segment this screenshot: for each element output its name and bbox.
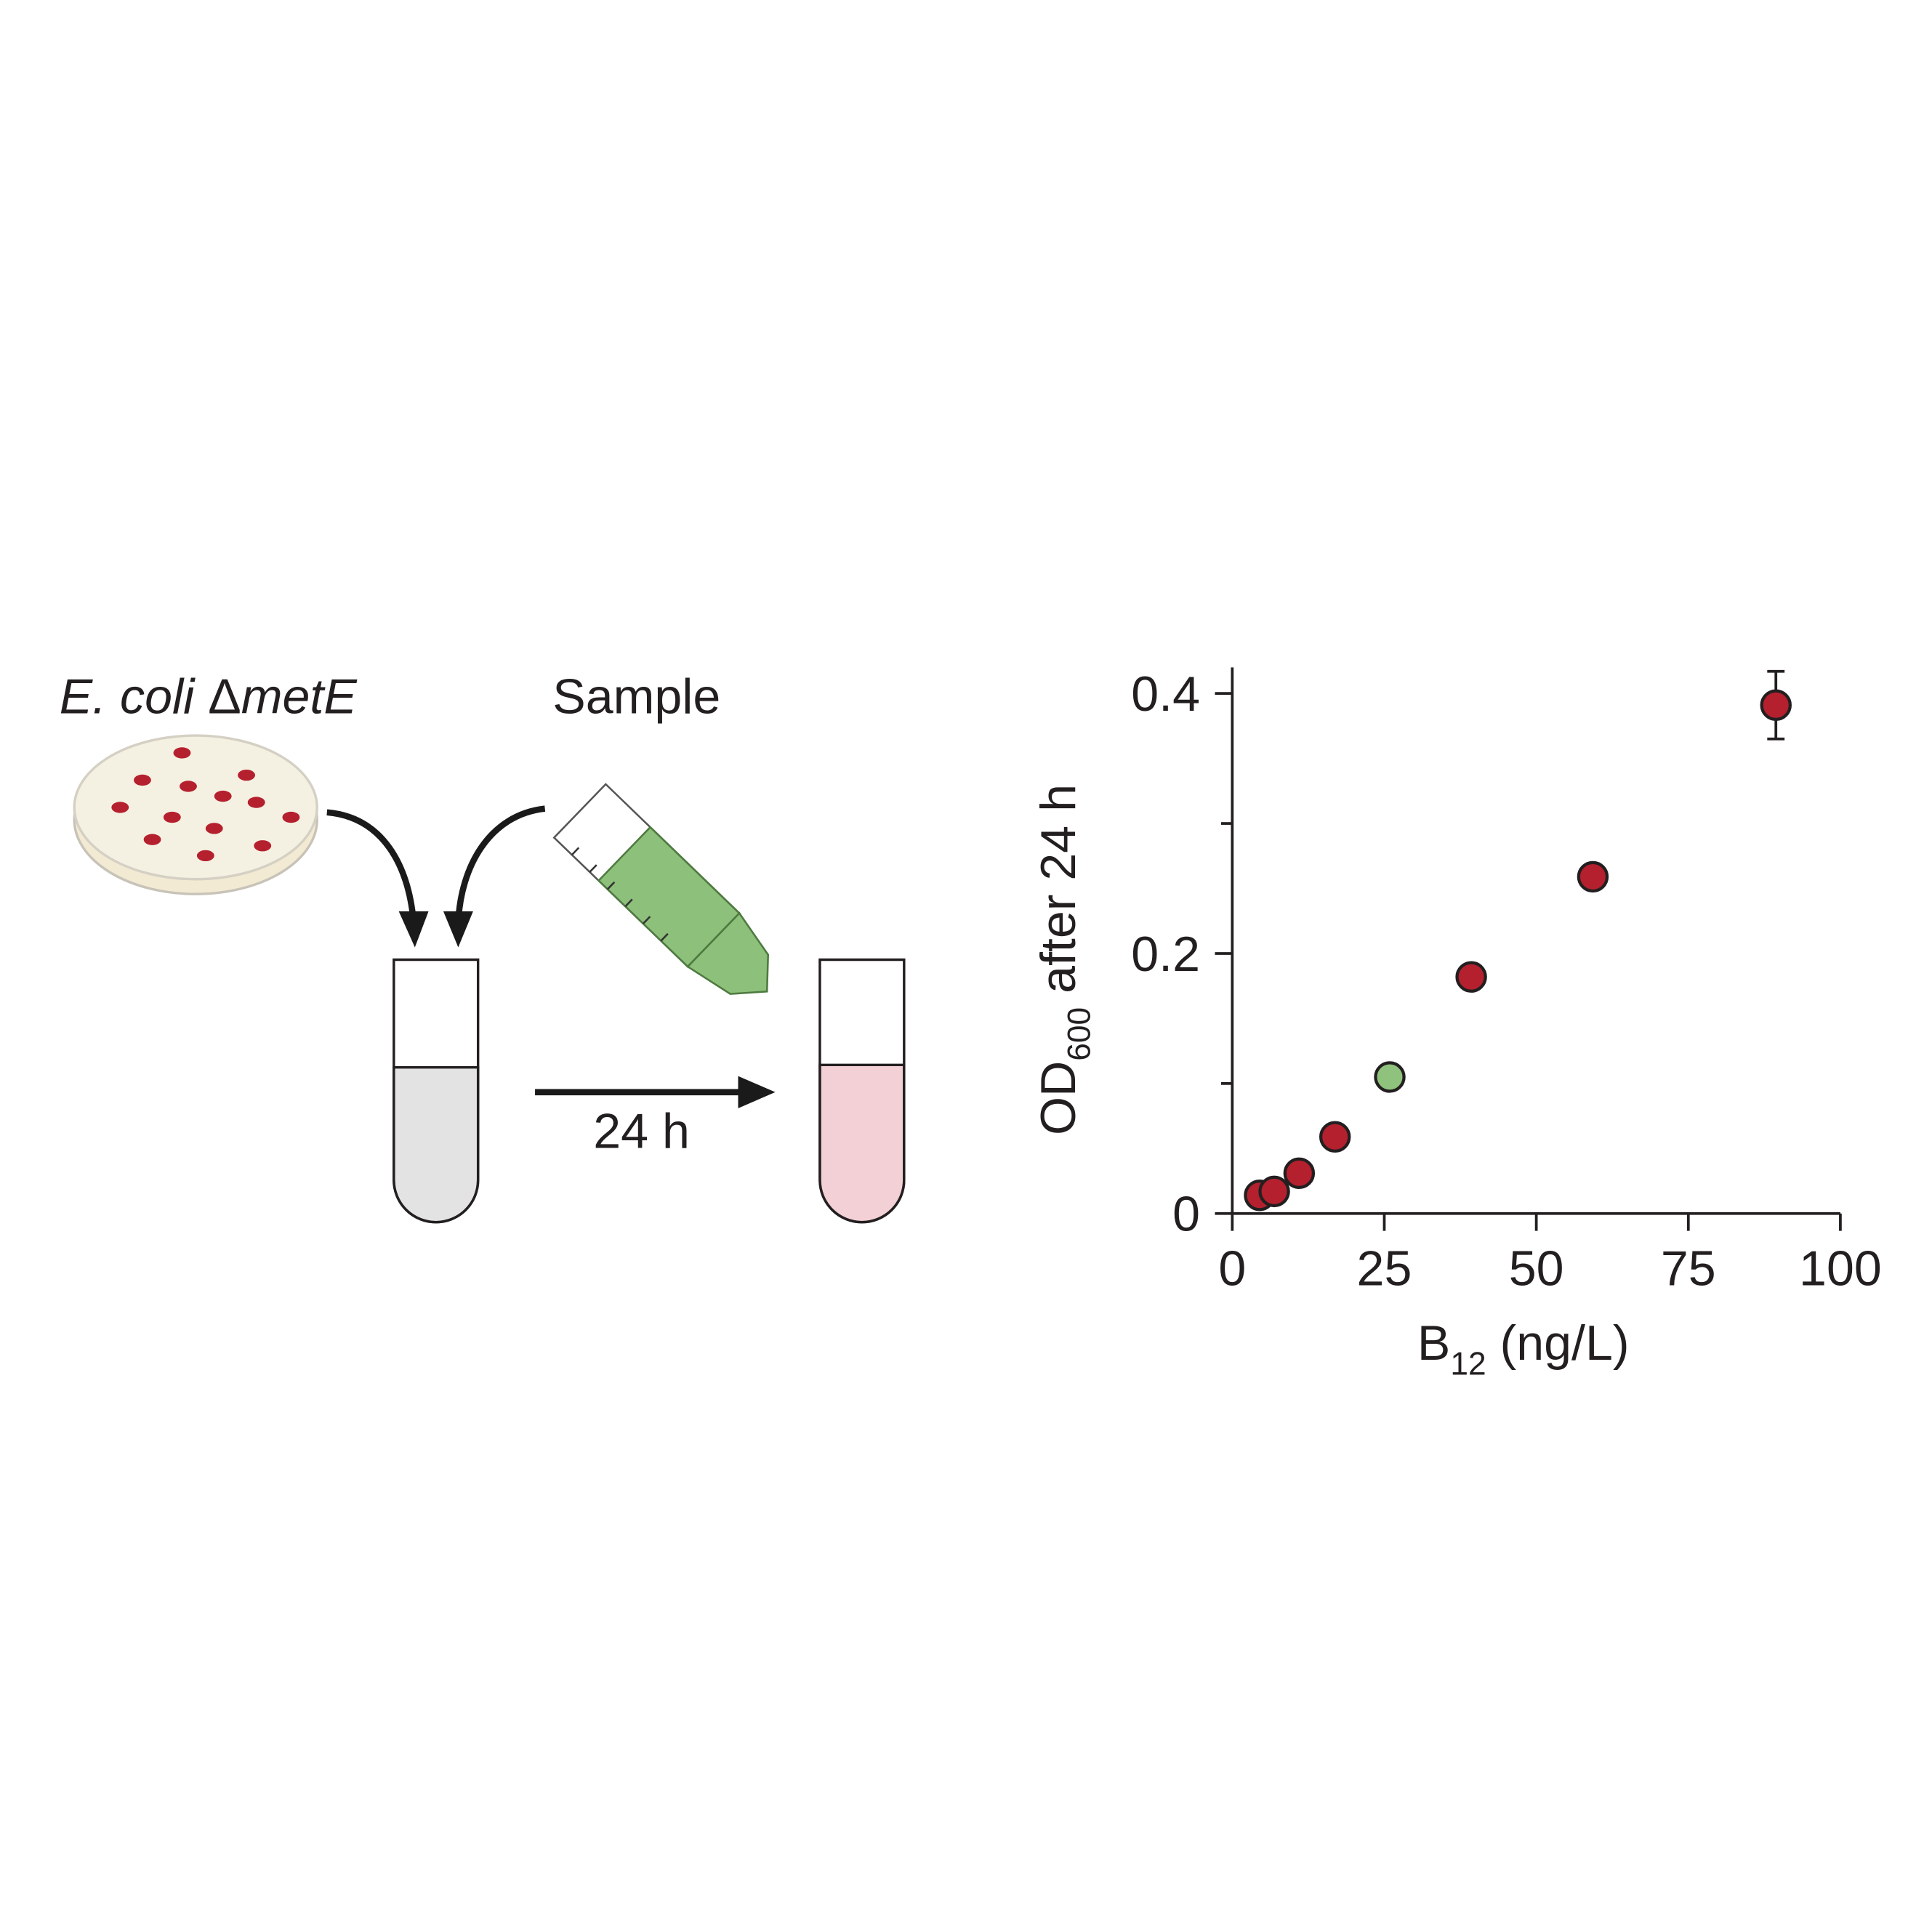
tube-graduations (571, 847, 669, 942)
colony (180, 781, 197, 792)
petri-dish (73, 734, 318, 895)
colony (282, 811, 300, 823)
y-axis-label: OD600 after 24 h (1031, 784, 1097, 1135)
colony (134, 774, 151, 786)
x-tick-label: 25 (1357, 1241, 1412, 1297)
strain-gene: metE (241, 669, 358, 724)
colony (111, 802, 129, 813)
arrowhead (443, 911, 473, 948)
sample-tube (552, 783, 770, 995)
chart: OD600 after 24 h B12 (ng/L) 0 0.2 0.4 0 25 50… (1031, 666, 1882, 1382)
sample-label: Sample (552, 669, 720, 724)
data-point (1319, 1121, 1351, 1153)
strain-label: E. coli ΔmetE (60, 669, 358, 724)
colony (196, 850, 214, 862)
data-point (1374, 1061, 1406, 1093)
arrows (326, 805, 744, 1096)
colony (238, 769, 255, 781)
data-point (1258, 1175, 1290, 1208)
y-tick-label: 0.2 (1131, 927, 1200, 982)
x-axis-label: B12 (ng/L) (1417, 1315, 1630, 1382)
colony (247, 797, 265, 808)
arrowhead (398, 911, 429, 948)
arrowheads (398, 911, 776, 1108)
data-point (1760, 689, 1792, 721)
culture-tube (818, 958, 906, 1224)
tube-tip (686, 911, 770, 995)
x-label-main: B (1417, 1315, 1450, 1371)
colony (254, 840, 272, 852)
strain-delta: Δ (208, 669, 241, 724)
colony (143, 834, 161, 845)
x-label-sub: 12 (1450, 1346, 1486, 1382)
incubation-label: 24 h (593, 1103, 690, 1158)
data-point (1283, 1157, 1316, 1190)
arrow-curve (326, 809, 417, 923)
x-tick-label: 100 (1799, 1241, 1882, 1297)
colony (163, 811, 181, 823)
colony (214, 790, 232, 802)
data-point (1455, 961, 1487, 993)
arrowhead (738, 1076, 776, 1108)
y-tick-label: 0.4 (1131, 666, 1200, 722)
y-tick-label: 0 (1172, 1187, 1200, 1242)
x-tick-label: 50 (1509, 1241, 1564, 1297)
strain-species: E. coli (60, 669, 209, 724)
y-label-rest: after 24 h (1031, 784, 1086, 1007)
x-label-rest: (ng/L) (1486, 1315, 1630, 1371)
x-tick-label: 0 (1218, 1241, 1246, 1297)
y-label-sub: 600 (1061, 1007, 1097, 1061)
dish-top (73, 734, 318, 881)
colonies (111, 747, 300, 862)
colony (205, 823, 223, 834)
tube-liquid (393, 1066, 480, 1224)
tube-liquid (818, 1063, 906, 1224)
colony (173, 747, 191, 759)
x-tick-label: 75 (1661, 1241, 1716, 1297)
tube-outline (393, 958, 480, 1224)
arrow-curve (455, 805, 546, 923)
data-point (1577, 860, 1609, 893)
culture-tube (393, 958, 480, 1224)
tube-outline (818, 958, 906, 1224)
y-label-main: OD (1031, 1061, 1086, 1135)
